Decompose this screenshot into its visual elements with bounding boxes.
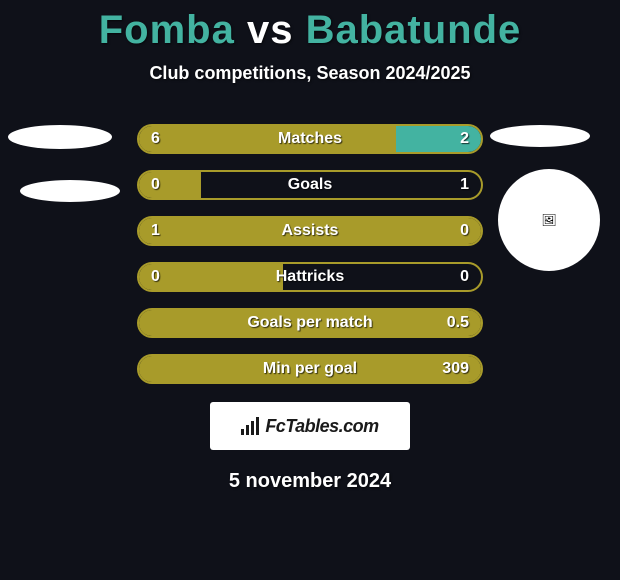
stat-value-right: 0 bbox=[460, 218, 469, 244]
stat-label: Min per goal bbox=[139, 356, 481, 382]
stat-bar: Goals per match0.5 bbox=[137, 308, 483, 338]
stat-label: Matches bbox=[139, 126, 481, 152]
stat-bar: 1Assists0 bbox=[137, 216, 483, 246]
logo-text: FcTables.com bbox=[265, 416, 378, 437]
stat-label: Hattricks bbox=[139, 264, 481, 290]
left-shape-2 bbox=[20, 180, 120, 202]
player2-name: Babatunde bbox=[306, 8, 522, 52]
fctables-logo: FcTables.com bbox=[210, 402, 410, 450]
stat-value-right: 2 bbox=[460, 126, 469, 152]
player1-name: Fomba bbox=[99, 8, 235, 52]
stat-bar: Min per goal309 bbox=[137, 354, 483, 384]
stat-value-right: 0.5 bbox=[447, 310, 469, 336]
stat-value-right: 309 bbox=[442, 356, 469, 382]
stat-value-right: 1 bbox=[460, 172, 469, 198]
stat-label: Goals bbox=[139, 172, 481, 198]
image-placeholder-icon: 🖼 bbox=[541, 213, 556, 227]
stat-label: Goals per match bbox=[139, 310, 481, 336]
right-shape-1 bbox=[490, 125, 590, 147]
stat-bar: 0Hattricks0 bbox=[137, 262, 483, 292]
stat-value-right: 0 bbox=[460, 264, 469, 290]
vs-text: vs bbox=[247, 8, 294, 52]
stat-label: Assists bbox=[139, 218, 481, 244]
page-title: Fomba vs Babatunde bbox=[0, 0, 620, 53]
stat-bar: 0Goals1 bbox=[137, 170, 483, 200]
infographic-date: 5 november 2024 bbox=[0, 470, 620, 493]
right-circle-placeholder: 🖼 bbox=[498, 169, 600, 271]
subtitle: Club competitions, Season 2024/2025 bbox=[0, 63, 620, 84]
stat-bar: 6Matches2 bbox=[137, 124, 483, 154]
left-shape-1 bbox=[8, 125, 112, 149]
comparison-bars: 6Matches20Goals11Assists00Hattricks0Goal… bbox=[137, 124, 483, 384]
logo-bars-icon bbox=[241, 417, 259, 435]
